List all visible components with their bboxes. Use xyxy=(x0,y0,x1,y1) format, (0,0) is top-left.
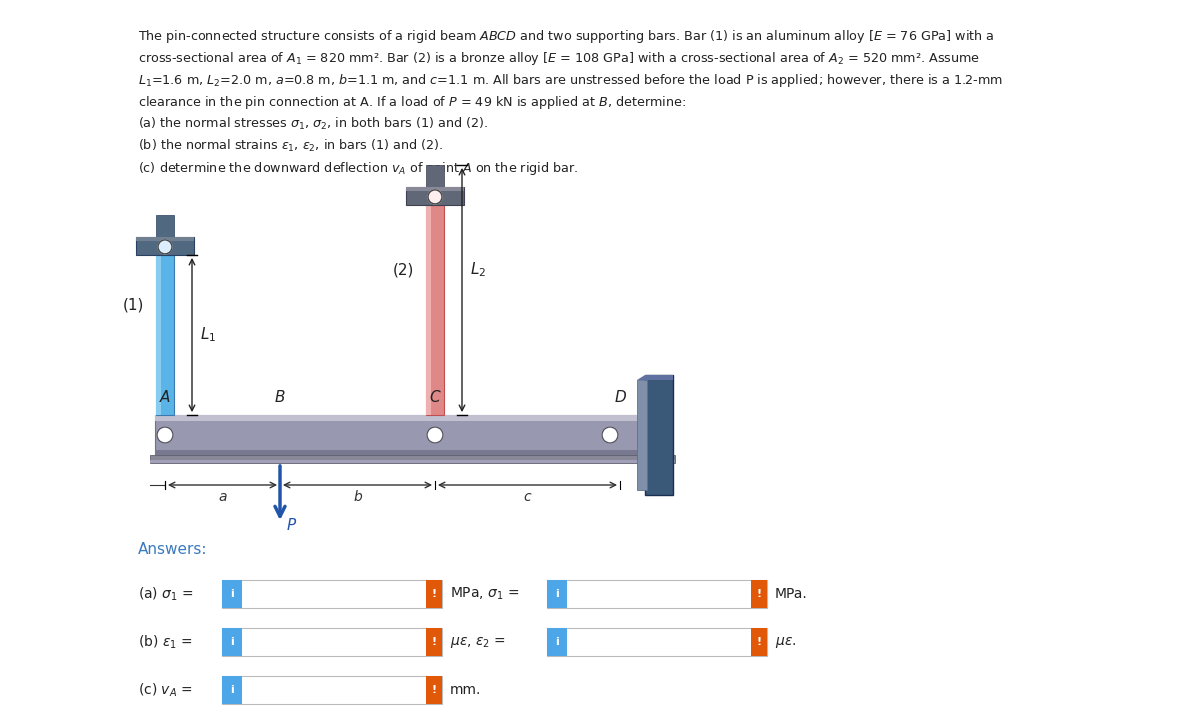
Text: Answers:: Answers: xyxy=(138,542,208,557)
Bar xyxy=(406,187,464,191)
Bar xyxy=(547,628,568,656)
Bar xyxy=(156,255,174,415)
Text: c: c xyxy=(523,490,532,504)
Bar xyxy=(222,580,242,608)
Bar xyxy=(155,450,670,455)
Text: $L_1$=1.6 m, $L_2$=2.0 m, $a$=0.8 m, $b$=1.1 m, and $c$=1.1 m. All bars are unst: $L_1$=1.6 m, $L_2$=2.0 m, $a$=0.8 m, $b$… xyxy=(138,72,1003,89)
Bar xyxy=(426,165,444,187)
Text: (1): (1) xyxy=(122,297,144,313)
Bar xyxy=(222,628,242,656)
Text: MPa.: MPa. xyxy=(775,587,808,601)
Text: !: ! xyxy=(756,589,762,599)
Bar xyxy=(646,375,673,495)
Bar xyxy=(150,460,674,463)
Text: (a) $\sigma_1$ =: (a) $\sigma_1$ = xyxy=(138,586,193,603)
Text: P: P xyxy=(287,518,296,533)
Text: $\mu\varepsilon$, $\varepsilon_2$ =: $\mu\varepsilon$, $\varepsilon_2$ = xyxy=(450,635,506,650)
Text: i: i xyxy=(230,685,234,695)
Text: $L_1$: $L_1$ xyxy=(200,326,216,344)
Text: cross-sectional area of $A_1$ = 820 mm². Bar (2) is a bronze alloy [$E$ = 108 GP: cross-sectional area of $A_1$ = 820 mm².… xyxy=(138,50,980,67)
Text: i: i xyxy=(230,637,234,647)
Text: B: B xyxy=(275,390,286,405)
Bar xyxy=(222,676,242,704)
Bar xyxy=(426,205,431,415)
Text: The pin-connected structure consists of a rigid beam $\mathit{ABCD}$ and two sup: The pin-connected structure consists of … xyxy=(138,28,995,45)
Bar xyxy=(136,237,194,241)
Circle shape xyxy=(427,427,443,443)
Text: !: ! xyxy=(756,637,762,647)
Bar xyxy=(426,628,442,656)
Bar xyxy=(426,205,444,415)
Bar xyxy=(156,255,161,415)
Text: $L_2$: $L_2$ xyxy=(470,261,486,279)
Text: i: i xyxy=(230,589,234,599)
Circle shape xyxy=(158,240,172,254)
Text: (c) $v_A$ =: (c) $v_A$ = xyxy=(138,682,193,699)
Bar xyxy=(155,415,670,421)
Text: (c) determine the downward deflection $v_A$ of point $A$ on the rigid bar.: (c) determine the downward deflection $v… xyxy=(138,160,578,177)
Text: D: D xyxy=(614,390,626,405)
Bar xyxy=(406,187,464,205)
Bar xyxy=(156,215,174,237)
Circle shape xyxy=(602,427,618,443)
Bar xyxy=(751,580,767,608)
Bar xyxy=(222,628,442,656)
Bar xyxy=(547,580,568,608)
Text: !: ! xyxy=(432,637,437,647)
Bar xyxy=(222,580,442,608)
Text: i: i xyxy=(556,589,559,599)
Bar xyxy=(547,628,767,656)
Text: i: i xyxy=(556,637,559,647)
Circle shape xyxy=(428,190,442,204)
Text: clearance in the pin connection at A. If a load of $P$ = 49 kN is applied at $B$: clearance in the pin connection at A. If… xyxy=(138,94,686,111)
Text: (a) the normal stresses $\sigma_1$, $\sigma_2$, in both bars (1) and (2).: (a) the normal stresses $\sigma_1$, $\si… xyxy=(138,116,488,132)
Bar xyxy=(150,455,674,463)
Text: (2): (2) xyxy=(392,263,414,277)
Text: a: a xyxy=(218,490,227,504)
Bar xyxy=(751,628,767,656)
Text: b: b xyxy=(353,490,362,504)
Bar xyxy=(222,676,442,704)
Bar xyxy=(637,380,647,490)
Text: mm.: mm. xyxy=(450,683,481,697)
Text: C: C xyxy=(430,390,440,405)
Bar xyxy=(426,676,442,704)
Bar xyxy=(155,415,670,455)
Text: A: A xyxy=(160,390,170,405)
Bar xyxy=(426,580,442,608)
Circle shape xyxy=(157,427,173,443)
Bar xyxy=(136,237,194,255)
Polygon shape xyxy=(637,375,673,380)
Text: $\mu\varepsilon$.: $\mu\varepsilon$. xyxy=(775,635,797,650)
Text: !: ! xyxy=(432,589,437,599)
Text: MPa, $\sigma_1$ =: MPa, $\sigma_1$ = xyxy=(450,586,520,602)
Text: !: ! xyxy=(432,685,437,695)
Text: (b) $\varepsilon_1$ =: (b) $\varepsilon_1$ = xyxy=(138,633,193,651)
Text: (b) the normal strains $\varepsilon_1$, $\varepsilon_2$, in bars (1) and (2).: (b) the normal strains $\varepsilon_1$, … xyxy=(138,138,444,154)
Bar xyxy=(547,580,767,608)
